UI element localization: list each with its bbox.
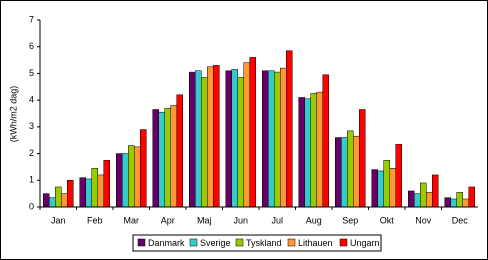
bar: [116, 153, 123, 208]
bar: [213, 65, 220, 208]
bar: [152, 109, 159, 208]
legend-label: Lithauen: [298, 238, 333, 248]
bar: [444, 197, 451, 208]
bar: [231, 69, 238, 208]
bar: [335, 137, 342, 208]
bar: [128, 145, 135, 208]
x-tick-label: Dec: [452, 215, 469, 225]
x-tick-label: Feb: [87, 215, 103, 225]
bar: [377, 170, 384, 208]
bar: [195, 70, 202, 208]
bar: [79, 177, 86, 208]
bar: [286, 50, 293, 208]
x-tick-label: Nov: [415, 215, 432, 225]
y-tick-label: 4: [29, 95, 34, 105]
bar: [49, 197, 56, 208]
bar: [103, 160, 110, 208]
bar: [389, 168, 396, 208]
bar: [97, 174, 104, 208]
legend-label: Tyskland: [246, 238, 282, 248]
legend-swatch: [339, 238, 348, 247]
x-tick-label: Mar: [124, 215, 140, 225]
bar: [426, 192, 433, 208]
x-tick-label: Jan: [51, 215, 66, 225]
bar: [170, 105, 177, 208]
bar: [395, 143, 402, 208]
bar: [158, 111, 165, 208]
x-tick-label: Maj: [197, 215, 212, 225]
bar: [249, 57, 256, 208]
bar: [359, 109, 366, 208]
y-tick-label: 1: [29, 175, 34, 185]
bar: [280, 67, 287, 208]
bar: [420, 182, 427, 208]
bar: [122, 153, 129, 208]
bar: [164, 107, 171, 208]
bar: [201, 77, 208, 208]
bar: [85, 178, 92, 208]
bar: [468, 186, 475, 208]
y-tick-label: 5: [29, 68, 34, 78]
x-tick-label: Okt: [380, 215, 395, 225]
bar: [91, 168, 98, 208]
bar: [274, 71, 281, 208]
legend-label: Sverige: [200, 238, 231, 248]
bar: [262, 70, 269, 208]
bar: [207, 66, 214, 208]
legend-swatch: [189, 238, 198, 247]
bar: [456, 192, 463, 208]
bar: [408, 190, 415, 208]
bar: [341, 137, 348, 208]
bar: [347, 130, 354, 208]
bar: [61, 193, 68, 208]
bar: [237, 77, 244, 208]
y-tick-label: 0: [29, 201, 34, 211]
x-tick-label: Jul: [271, 215, 283, 225]
bar: [322, 74, 329, 208]
bar: [414, 193, 421, 208]
bar: [310, 93, 317, 208]
legend-swatch: [235, 238, 244, 247]
bar: [304, 98, 311, 208]
bar: [43, 193, 50, 208]
bar: [432, 174, 439, 208]
bar: [353, 135, 360, 208]
y-tick-label: 6: [29, 41, 34, 51]
x-tick-label: Aug: [306, 215, 322, 225]
bar: [450, 198, 457, 208]
legend-label: Ungarn: [350, 238, 380, 248]
bar: [371, 169, 378, 208]
x-tick-label: Apr: [161, 215, 175, 225]
bar: [55, 186, 62, 208]
bar: [189, 71, 196, 208]
bar: [134, 146, 141, 208]
y-tick-label: 2: [29, 148, 34, 158]
bar: [383, 160, 390, 208]
bar: [67, 180, 74, 208]
legend-label: Danmark: [148, 238, 185, 248]
legend-swatch: [287, 238, 296, 247]
legend-swatch: [137, 238, 146, 247]
bar: [243, 62, 250, 208]
y-tick-label: 3: [29, 121, 34, 131]
x-tick-label: Jun: [233, 215, 248, 225]
y-axis-label: (kWh/m2 dag): [8, 86, 18, 143]
bar: [298, 97, 305, 208]
bar: [176, 94, 183, 208]
x-tick-label: Sep: [342, 215, 358, 225]
bar: [316, 91, 323, 208]
bar: [268, 70, 275, 208]
bar: [140, 129, 147, 208]
bar: [462, 198, 469, 208]
bar: [225, 70, 232, 208]
y-tick-label: 7: [29, 14, 34, 24]
